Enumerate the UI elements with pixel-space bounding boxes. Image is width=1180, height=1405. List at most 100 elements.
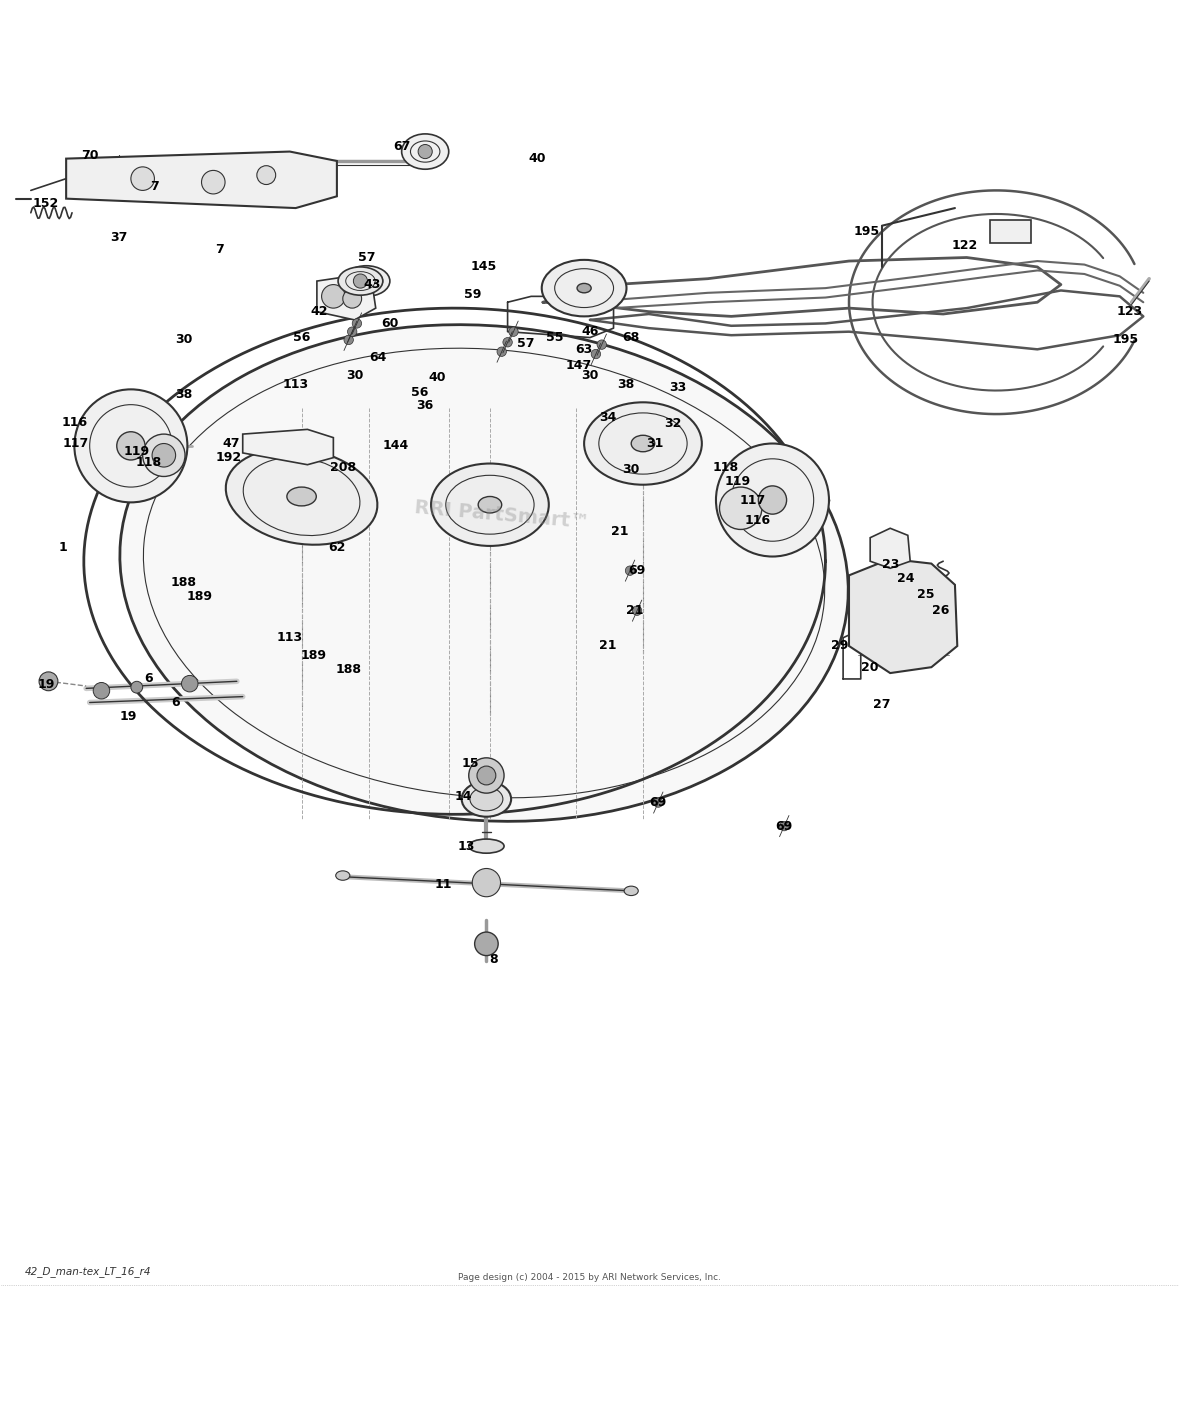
Text: 119: 119 (725, 475, 750, 488)
Text: 195: 195 (1113, 333, 1139, 347)
Circle shape (509, 327, 518, 336)
Circle shape (131, 167, 155, 191)
Text: 11: 11 (434, 878, 452, 891)
Circle shape (591, 350, 601, 358)
Text: 7: 7 (215, 243, 223, 256)
Ellipse shape (461, 781, 511, 816)
Circle shape (468, 757, 504, 794)
Circle shape (474, 932, 498, 955)
Bar (990, 219, 1031, 243)
Ellipse shape (401, 133, 448, 169)
Text: 42_D_man-tex_LT_16_r4: 42_D_man-tex_LT_16_r4 (25, 1266, 151, 1277)
Circle shape (418, 145, 432, 159)
Text: 23: 23 (881, 558, 899, 572)
Text: 29: 29 (831, 639, 848, 652)
Circle shape (353, 274, 367, 288)
Text: 38: 38 (176, 388, 192, 400)
Circle shape (759, 486, 787, 514)
Circle shape (477, 766, 496, 785)
Text: 20: 20 (861, 660, 879, 673)
Circle shape (632, 606, 642, 615)
Text: 117: 117 (63, 437, 88, 450)
Circle shape (182, 676, 198, 691)
Text: 30: 30 (582, 368, 598, 382)
Text: 33: 33 (670, 381, 687, 393)
Text: 119: 119 (124, 445, 150, 458)
Text: 21: 21 (625, 604, 643, 617)
Text: 30: 30 (346, 368, 363, 382)
Text: 42: 42 (310, 305, 328, 318)
Circle shape (257, 166, 276, 184)
Text: 32: 32 (663, 417, 681, 430)
Ellipse shape (584, 402, 702, 485)
Circle shape (716, 444, 830, 556)
Circle shape (654, 798, 663, 808)
Ellipse shape (342, 266, 389, 296)
Text: 152: 152 (33, 197, 59, 209)
Text: 8: 8 (490, 953, 498, 965)
Text: 56: 56 (293, 332, 310, 344)
Text: 55: 55 (546, 332, 563, 344)
Text: 38: 38 (617, 378, 634, 391)
Text: RRI PartSmart™: RRI PartSmart™ (413, 497, 590, 532)
Circle shape (503, 337, 512, 347)
Text: 69: 69 (629, 565, 645, 577)
Ellipse shape (287, 488, 316, 506)
Text: 37: 37 (111, 230, 127, 244)
Text: 24: 24 (897, 572, 914, 586)
Circle shape (472, 868, 500, 896)
Text: 192: 192 (216, 451, 242, 464)
Text: 123: 123 (1116, 305, 1142, 318)
Text: 34: 34 (599, 412, 616, 424)
Ellipse shape (624, 887, 638, 895)
Text: 188: 188 (171, 576, 197, 589)
Text: 116: 116 (61, 416, 87, 429)
Text: 26: 26 (932, 604, 950, 617)
Circle shape (202, 170, 225, 194)
Text: 208: 208 (329, 461, 356, 473)
Circle shape (322, 285, 345, 308)
Ellipse shape (120, 325, 848, 822)
Text: 63: 63 (576, 343, 592, 355)
Ellipse shape (631, 436, 655, 452)
Text: 68: 68 (623, 332, 640, 344)
Text: 189: 189 (186, 590, 212, 603)
Text: 56: 56 (411, 386, 428, 399)
Circle shape (152, 444, 176, 466)
Circle shape (497, 347, 506, 357)
Text: 15: 15 (461, 757, 479, 770)
Polygon shape (870, 528, 910, 568)
Circle shape (597, 340, 607, 350)
Text: 36: 36 (417, 399, 434, 412)
Text: 19: 19 (38, 679, 54, 691)
Text: Page design (c) 2004 - 2015 by ARI Network Services, Inc.: Page design (c) 2004 - 2015 by ARI Netwo… (459, 1273, 721, 1281)
Circle shape (352, 319, 361, 329)
Text: 144: 144 (382, 440, 409, 452)
Text: 113: 113 (277, 631, 303, 645)
Circle shape (720, 488, 762, 530)
Text: 67: 67 (393, 140, 411, 153)
Ellipse shape (339, 267, 382, 295)
Text: 30: 30 (175, 333, 192, 347)
Text: 25: 25 (917, 587, 935, 601)
Text: 64: 64 (369, 351, 387, 364)
Text: 46: 46 (582, 325, 598, 339)
Text: 47: 47 (222, 437, 240, 450)
Circle shape (117, 431, 145, 459)
Text: 21: 21 (611, 525, 628, 538)
Circle shape (143, 434, 185, 476)
Text: 40: 40 (428, 371, 446, 384)
Text: 62: 62 (328, 541, 346, 554)
Ellipse shape (225, 448, 378, 545)
Circle shape (343, 336, 353, 344)
Text: 30: 30 (623, 462, 640, 476)
Text: 69: 69 (775, 819, 793, 833)
Text: 118: 118 (136, 455, 162, 469)
Circle shape (780, 822, 789, 830)
Circle shape (74, 389, 188, 503)
Text: 43: 43 (363, 278, 381, 291)
Text: 147: 147 (565, 360, 591, 372)
Circle shape (39, 672, 58, 691)
Text: 57: 57 (517, 337, 535, 350)
Text: 70: 70 (81, 149, 98, 162)
